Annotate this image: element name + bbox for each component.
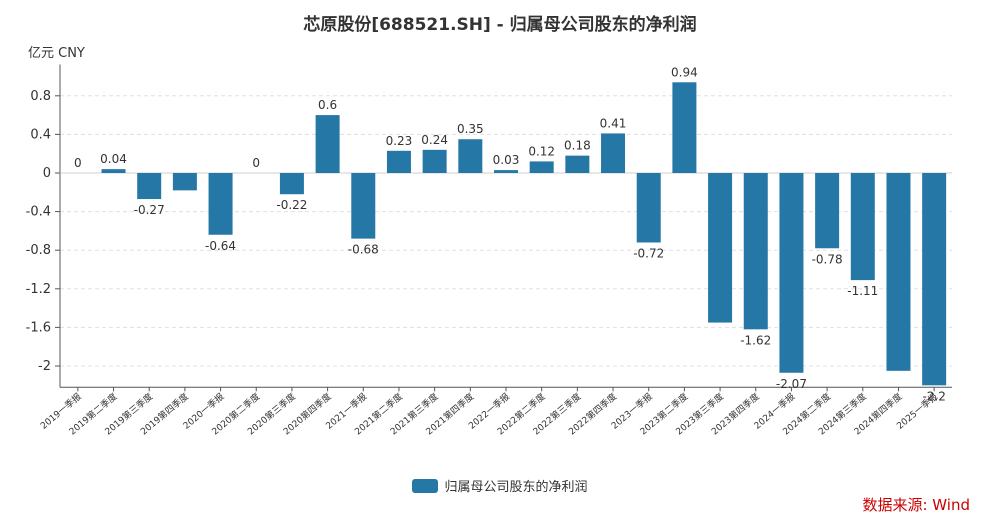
bar — [779, 173, 804, 373]
data-label: 0.18 — [564, 139, 591, 153]
bar — [351, 173, 376, 239]
data-label: -0.27 — [134, 203, 165, 217]
bar — [743, 173, 768, 330]
data-label: -0.78 — [812, 252, 843, 266]
data-label: 0.03 — [493, 153, 520, 167]
legend-swatch — [412, 478, 439, 493]
bar — [850, 173, 875, 281]
bar — [137, 173, 162, 200]
data-label: 0.35 — [457, 122, 484, 136]
y-tick-label: -1.6 — [26, 320, 51, 335]
y-tick-label: -2 — [38, 359, 51, 374]
legend[interactable]: 归属母公司股东的净利润 — [0, 476, 1000, 495]
bar — [886, 173, 911, 371]
data-label: -0.64 — [205, 239, 236, 253]
bar — [208, 173, 233, 235]
data-source: 数据来源: Wind — [862, 496, 970, 514]
bar — [636, 173, 661, 243]
bar — [101, 169, 126, 173]
bar — [922, 173, 947, 386]
data-label: 0.12 — [528, 144, 555, 158]
data-label: -0.22 — [276, 198, 307, 212]
data-label: 0.23 — [386, 134, 413, 148]
data-label: -0.68 — [348, 243, 379, 257]
data-label: -0.72 — [633, 246, 664, 260]
data-label: -2.07 — [776, 377, 807, 391]
chart-title: 芯原股份[688521.SH] - 归属母公司股东的净利润 — [303, 15, 697, 35]
bar — [565, 155, 590, 173]
data-label: 0 — [74, 156, 82, 170]
data-label: 0.94 — [671, 65, 698, 79]
bar — [315, 115, 340, 173]
data-label: -2.2 — [922, 389, 945, 403]
bar — [529, 161, 554, 173]
bar — [672, 82, 697, 173]
legend-label: 归属母公司股东的净利润 — [444, 480, 588, 495]
bar — [601, 133, 626, 173]
y-tick-label: 0.8 — [30, 89, 51, 104]
bar — [386, 150, 411, 173]
bar — [708, 173, 733, 323]
bar — [279, 173, 304, 195]
bar — [494, 170, 518, 173]
data-label: 0.41 — [600, 116, 627, 130]
y-axis-unit: 亿元 CNY — [28, 46, 85, 61]
bar — [458, 139, 483, 173]
data-label: 0.04 — [100, 152, 127, 166]
y-tick-label: 0 — [43, 166, 51, 181]
y-tick-label: -0.8 — [26, 243, 51, 258]
data-label: 0.24 — [421, 133, 448, 147]
bar — [422, 149, 447, 173]
bar — [172, 173, 197, 191]
bar — [815, 173, 840, 249]
y-tick-label: -0.4 — [26, 205, 51, 220]
data-label: 0 — [252, 156, 260, 170]
data-label: 0.6 — [318, 98, 337, 112]
y-tick-label: -1.2 — [26, 282, 51, 297]
data-label: -1.11 — [847, 284, 878, 298]
y-tick-label: 0.4 — [30, 127, 51, 142]
data-label: -1.62 — [740, 333, 771, 347]
